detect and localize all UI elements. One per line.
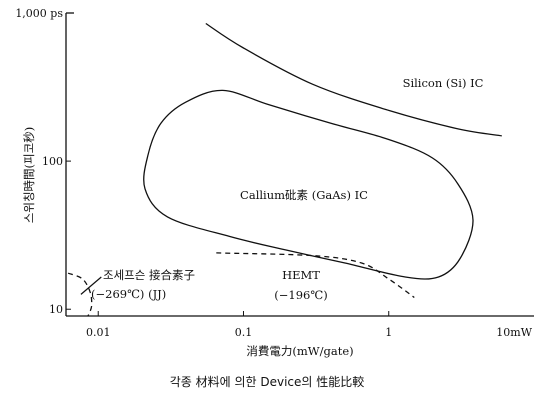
josephson-curve [67, 272, 93, 317]
josephson-label-sub: (−269℃) (JJ) [91, 287, 166, 301]
x-tick-label: 10mW [496, 326, 532, 339]
y-axis-label: 스위칭時間(피코秒) [22, 127, 36, 223]
hemt-label-sub: (−196℃) [274, 288, 327, 302]
x-axis-label: 消費電力(mW/gate) [246, 344, 353, 358]
curves [67, 22, 502, 317]
silicon-curve [205, 22, 502, 137]
axis-ticks: 0.01 0.1 1 10mW 1,000 ps 100 10 [15, 7, 532, 339]
josephson-label: 조세프슨 接合素子 [103, 268, 195, 282]
y-tick-label: 100 [42, 155, 63, 168]
annotation-leader-line [80, 276, 102, 295]
hemt-label: HEMT [282, 268, 320, 282]
gaas-region [143, 89, 474, 280]
silicon-label: Silicon (Si) IC [403, 76, 484, 90]
figure-caption: 각종 材料에 의한 Device의 性能比較 [169, 375, 365, 389]
y-tick-label: 10 [49, 303, 63, 316]
x-tick-label: 0.01 [86, 326, 111, 339]
y-tick-label: 1,000 ps [15, 7, 63, 20]
x-tick-label: 1 [385, 326, 392, 339]
series-labels: Silicon (Si) IC Callium砒素 (GaAs) IC HEMT (−… [91, 76, 484, 302]
x-tick-label: 0.1 [235, 326, 253, 339]
gaas-label: Callium砒素 (GaAs) IC [240, 188, 368, 202]
hemt-curve [216, 252, 415, 299]
